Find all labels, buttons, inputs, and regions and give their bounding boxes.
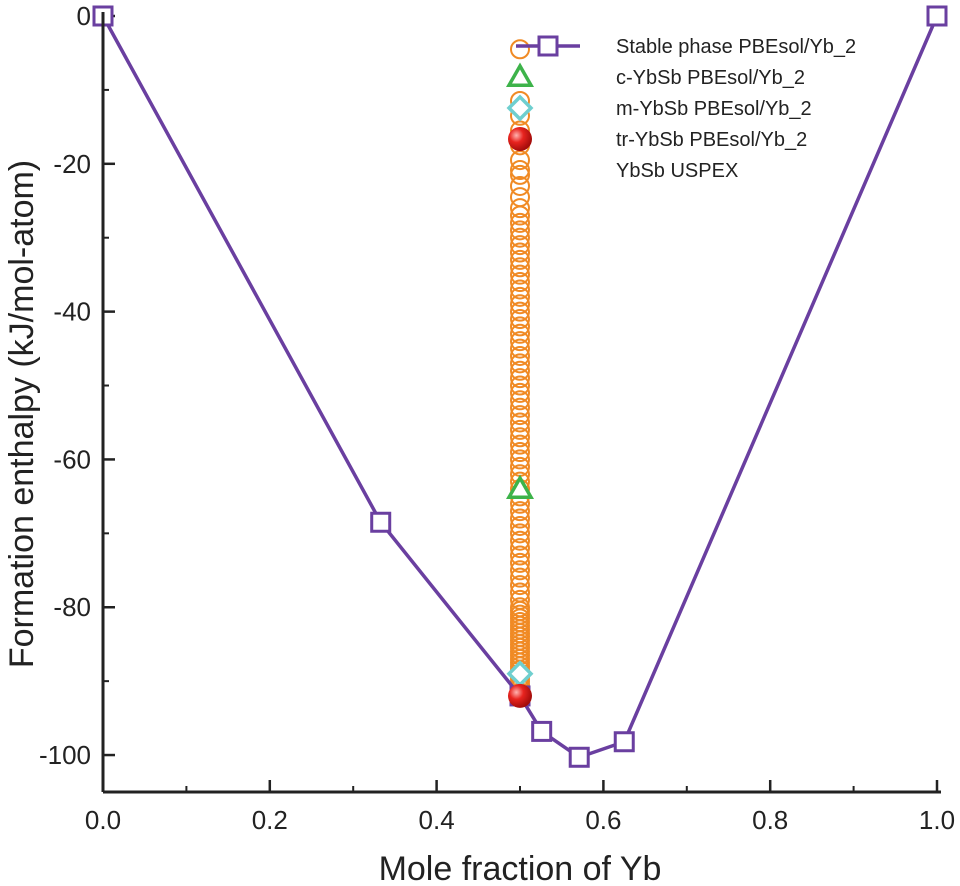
uspex-point — [510, 264, 530, 285]
c-ybsb-point — [505, 474, 535, 499]
uspex-point — [510, 442, 530, 463]
x-tick-label: 0.4 — [419, 805, 455, 835]
uspex-point — [510, 316, 530, 337]
uspex-point — [510, 405, 530, 426]
uspex-point — [510, 419, 530, 440]
uspex-point — [510, 164, 530, 185]
uspex-point — [510, 205, 530, 226]
uspex-point — [510, 175, 530, 196]
uspex-point — [510, 508, 530, 529]
axes-layer: 0.0 0.2 0.4 0.6 0.8 1.0 0 -20 -40 -60 -80 -100 — [39, 1, 955, 835]
legend: Stable phase PBEsol/Yb_2 c-YbSb PBEsol/Yb… — [505, 35, 856, 182]
data-layer — [92, 5, 948, 768]
uspex-point — [510, 560, 530, 581]
uspex-point — [510, 294, 530, 315]
uspex-point — [510, 538, 530, 559]
uspex-point — [510, 257, 530, 278]
uspex-point — [510, 575, 530, 596]
legend-marker-stable — [537, 35, 559, 57]
uspex-point — [510, 353, 530, 374]
stable-phase-point — [370, 511, 392, 533]
uspex-point — [510, 338, 530, 359]
uspex-point — [510, 545, 530, 566]
uspex-point — [510, 227, 530, 248]
uspex-point — [510, 198, 530, 219]
uspex-point — [510, 279, 530, 300]
uspex-point — [510, 412, 530, 433]
uspex-point — [510, 375, 530, 396]
uspex-point — [510, 150, 530, 171]
uspex-point — [510, 242, 530, 263]
stable-phase-point — [613, 731, 635, 753]
y-tick-label: -80 — [53, 592, 91, 622]
uspex-point — [510, 331, 530, 352]
uspex-point — [510, 345, 530, 366]
uspex-point — [510, 39, 530, 60]
legend-marker-cubic — [505, 62, 535, 87]
legend-label: tr-YbSb PBEsol/Yb_2 — [616, 129, 807, 151]
uspex-point — [510, 301, 530, 322]
frame-layer — [101, 12, 941, 794]
legend-label: c-YbSb PBEsol/Yb_2 — [616, 67, 805, 89]
uspex-point — [510, 309, 530, 330]
uspex-point — [510, 272, 530, 293]
stable-phase-point — [568, 746, 590, 768]
x-tick-label: 1.0 — [919, 805, 955, 835]
uspex-point — [510, 390, 530, 411]
uspex-point — [510, 323, 530, 344]
uspex-point — [510, 449, 530, 470]
x-tick-label: 0.8 — [752, 805, 788, 835]
uspex-point — [510, 427, 530, 448]
uspex-point — [510, 360, 530, 381]
stable-phase-point — [531, 720, 553, 742]
stable-phase-point — [926, 5, 948, 27]
y-tick-label: -60 — [53, 444, 91, 474]
uspex-point — [510, 382, 530, 403]
uspex-point — [510, 530, 530, 551]
y-tick-label: 0 — [77, 1, 91, 31]
uspex-point — [510, 523, 530, 544]
uspex-point — [510, 515, 530, 536]
uspex-point — [510, 501, 530, 522]
legend-label: m-YbSb PBEsol/Yb_2 — [616, 98, 812, 120]
legend-marker-trigonal — [508, 127, 532, 151]
uspex-point — [510, 220, 530, 241]
uspex-point — [510, 434, 530, 455]
y-tick-label: -20 — [53, 149, 91, 179]
uspex-point — [510, 187, 530, 208]
uspex-point — [510, 397, 530, 418]
tr-ybsb-point — [508, 683, 532, 708]
legend-marker-monoclinic — [506, 94, 534, 122]
y-tick-label: -40 — [53, 297, 91, 327]
y-axis-title: Formation enthalpy (kJ/mol-atom) — [3, 160, 41, 668]
uspex-point — [510, 249, 530, 270]
uspex-point — [510, 286, 530, 307]
uspex-point — [510, 567, 530, 588]
x-tick-label: 0.6 — [585, 805, 621, 835]
x-tick-label: 0.2 — [252, 805, 288, 835]
uspex-point — [510, 368, 530, 389]
uspex-point — [510, 235, 530, 256]
uspex-point — [510, 552, 530, 573]
legend-marker-uspex — [510, 160, 530, 180]
y-tick-label: -100 — [39, 740, 91, 770]
uspex-point — [510, 212, 530, 233]
x-axis-title: Mole fraction of Yb — [379, 850, 662, 886]
legend-label: Stable phase PBEsol/Yb_2 — [616, 36, 856, 58]
legend-label: YbSb USPEX — [616, 160, 738, 182]
x-tick-label: 0.0 — [85, 805, 121, 835]
